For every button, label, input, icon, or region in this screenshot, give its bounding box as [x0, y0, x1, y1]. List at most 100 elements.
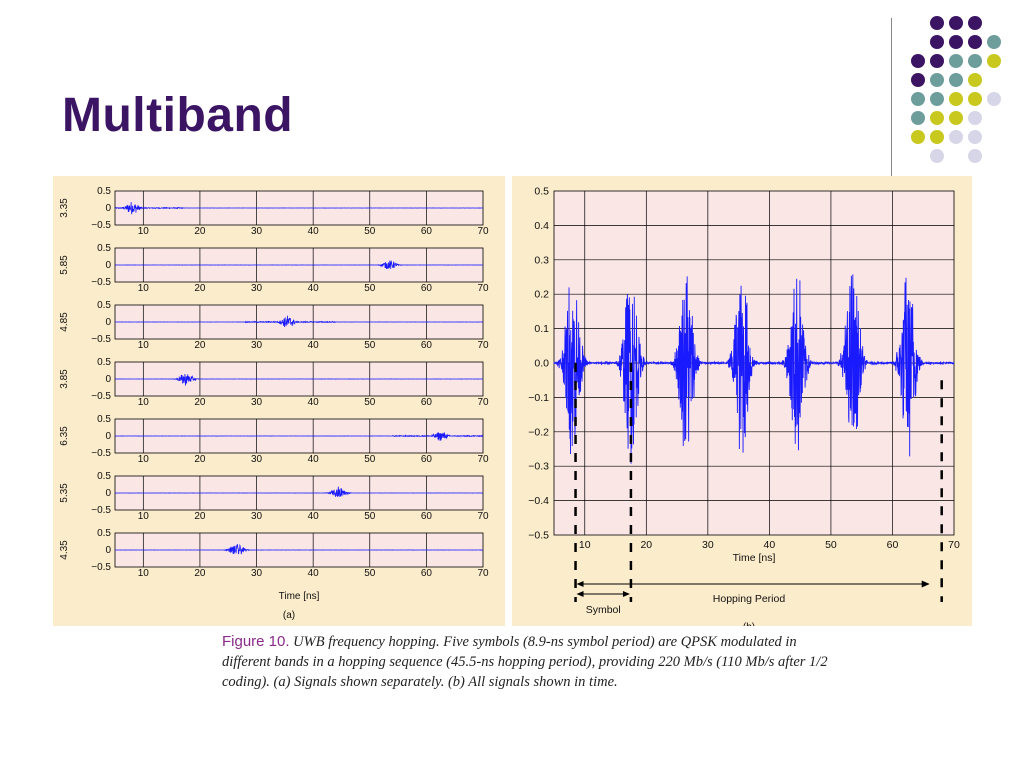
decorative-dot: [968, 73, 982, 87]
decorative-dot: [968, 111, 982, 125]
subplot-4: 10 20 30 40 50 60 70 0.5 0 −0.5 3.85: [59, 357, 489, 408]
x-tick-label: 20: [194, 568, 206, 579]
decorative-dot: [949, 130, 963, 144]
x-tick-label: 10: [579, 539, 591, 551]
y-tick-label: 0: [105, 488, 111, 499]
y-tick-label: −0.2: [528, 426, 549, 438]
y-axis-label: 5.85: [59, 255, 70, 275]
symbol-label: Symbol: [586, 604, 621, 616]
x-tick-label: 70: [477, 568, 489, 579]
signal-trace: [114, 431, 484, 441]
x-tick-label: 40: [764, 539, 776, 551]
x-tick-label: 40: [308, 511, 320, 522]
x-axis-label: Time [ns]: [733, 552, 776, 564]
signal-trace: [114, 486, 484, 498]
x-tick-label: 30: [251, 283, 263, 294]
y-axis-label: 4.35: [59, 540, 70, 560]
decorative-dot: [968, 16, 982, 30]
x-tick-label: 50: [364, 226, 376, 237]
x-tick-label: 10: [138, 397, 150, 408]
y-tick-label: 0: [105, 260, 111, 271]
y-tick-label: −0.3: [528, 461, 549, 473]
y-tick-label: 0.2: [534, 289, 549, 301]
panel-label: (a): [283, 610, 295, 621]
chart-b-svg: 10 20 30 40 50 60 70 0.5 0.4 0.3 0.2 0.1 0.0 −0.1 −0.2…: [528, 186, 960, 634]
x-tick-label: 50: [825, 539, 837, 551]
decorative-dot: [987, 54, 1001, 68]
y-tick-label: 0: [105, 203, 111, 214]
decorative-dot: [968, 92, 982, 106]
y-tick-label: −0.5: [91, 448, 111, 459]
signal-trace: [115, 544, 484, 555]
decorative-dot: [968, 149, 982, 163]
y-tick-label: 0.5: [97, 243, 111, 254]
decorative-dot: [949, 16, 963, 30]
subplot-1: 10 20 30 40 50 60 70 0.5 0 −0.5 3.35: [59, 186, 489, 237]
signal-trace: [114, 374, 484, 386]
y-tick-label: 0.5: [97, 471, 111, 482]
x-tick-label: 20: [194, 397, 206, 408]
slide-title: Multiband: [62, 89, 294, 142]
x-tick-label: 70: [477, 454, 489, 465]
subplot-3: 10 20 30 40 50 60 70 0.5 0 −0.5 4.85: [59, 300, 489, 351]
panel-label: (b): [743, 622, 755, 626]
x-tick-label: 10: [138, 340, 150, 351]
y-tick-label: 0: [105, 545, 111, 556]
y-tick-label: 0.4: [534, 220, 549, 232]
decorative-dot: [968, 35, 982, 49]
chart-panel-b: 10 20 30 40 50 60 70 0.5 0.4 0.3 0.2 0.1 0.0 −0.1 −0.2…: [512, 176, 972, 634]
y-tick-label: −0.5: [91, 391, 111, 402]
decorative-dot: [949, 35, 963, 49]
x-tick-label: 50: [364, 568, 376, 579]
x-tick-label: 60: [421, 454, 433, 465]
arrow-head: [622, 591, 630, 597]
caption-label: Figure 10.: [222, 633, 290, 650]
decorative-dot: [987, 35, 1001, 49]
x-tick-label: 60: [887, 539, 899, 551]
x-tick-label: 20: [194, 283, 206, 294]
x-tick-label: 10: [138, 454, 150, 465]
decorative-dot: [930, 16, 944, 30]
arrow-head: [576, 581, 584, 587]
x-tick-label: 60: [421, 226, 433, 237]
y-tick-label: 0.5: [534, 186, 549, 198]
x-tick-label: 30: [251, 568, 263, 579]
y-axis-label: 6.35: [59, 426, 70, 446]
x-tick-label: 70: [477, 511, 489, 522]
y-tick-label: 0: [105, 374, 111, 385]
x-tick-label: 40: [308, 340, 320, 351]
y-axis-label: 3.85: [59, 369, 70, 389]
y-tick-label: 0.5: [97, 186, 111, 197]
subplot-7: 10 20 30 40 50 60 70 0.5 0 −0.5 4.35: [59, 528, 489, 579]
x-tick-label: 50: [364, 397, 376, 408]
subplot-6: 10 20 30 40 50 60 70 0.5 0 −0.5 5.35: [59, 471, 489, 522]
y-tick-label: −0.4: [528, 495, 549, 507]
x-tick-label: 60: [421, 340, 433, 351]
decorative-dot: [911, 54, 925, 68]
subplot-5: 10 20 30 40 50 60 70 0.5 0 −0.5 6.35: [59, 414, 489, 465]
y-tick-label: 0.5: [97, 300, 111, 311]
x-axis-label: Time [ns]: [279, 591, 320, 602]
decorative-dot: [949, 111, 963, 125]
x-tick-label: 40: [308, 283, 320, 294]
chart-a-svg: 10 20 30 40 50 60 70 0.5 0 −0.5 3.35 10 20 30 40 50 60 70…: [59, 186, 489, 621]
x-tick-label: 20: [640, 539, 652, 551]
arrow-head: [921, 580, 930, 588]
decorative-dot: [911, 73, 925, 87]
x-tick-label: 70: [477, 397, 489, 408]
decorative-dot: [930, 149, 944, 163]
decorative-dot: [949, 54, 963, 68]
x-tick-label: 30: [251, 397, 263, 408]
x-tick-label: 50: [364, 454, 376, 465]
y-tick-label: −0.5: [91, 334, 111, 345]
y-tick-label: 0.5: [97, 528, 111, 539]
y-axis-label: 3.35: [59, 198, 70, 218]
x-tick-label: 50: [364, 283, 376, 294]
x-tick-label: 60: [421, 511, 433, 522]
y-tick-label: 0.5: [97, 357, 111, 368]
signal-trace: [114, 260, 484, 269]
y-tick-label: −0.5: [91, 562, 111, 573]
y-tick-label: 0.0: [534, 358, 549, 370]
subplot-2: 10 20 30 40 50 60 70 0.5 0 −0.5 5.85: [59, 243, 489, 294]
x-tick-label: 20: [194, 226, 206, 237]
